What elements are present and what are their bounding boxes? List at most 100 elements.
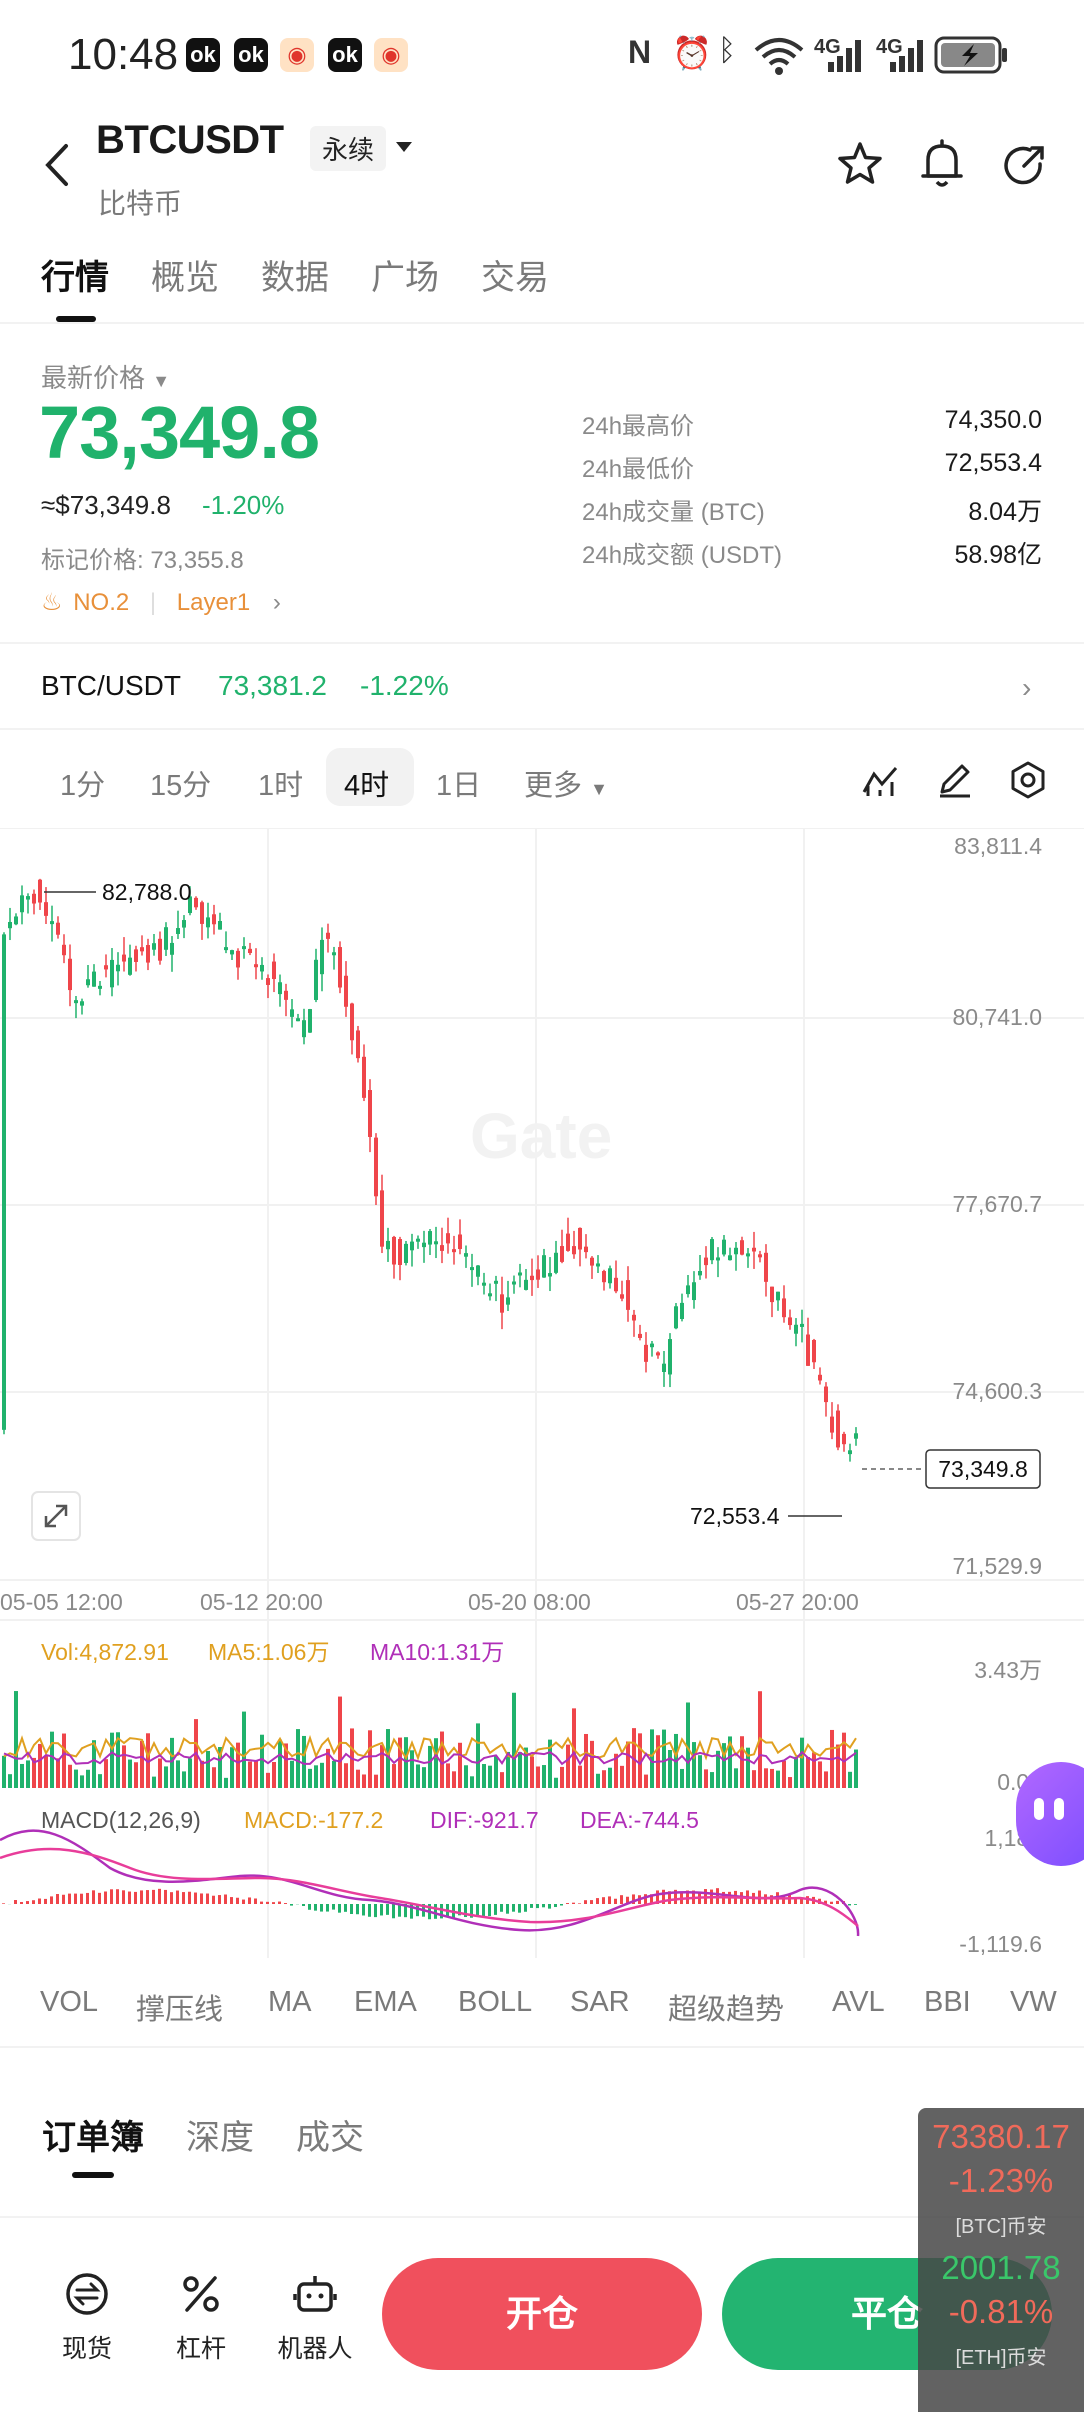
ft-btc-label: [BTC]币安 <box>955 2216 1047 2238</box>
interval-15m[interactable]: 15分 <box>150 770 212 802</box>
candle-body <box>56 922 60 935</box>
candle-body <box>620 1294 624 1299</box>
interval-more-label: 更多 <box>524 770 583 802</box>
indicator-ema[interactable]: EMA <box>354 1986 417 2018</box>
volume-bar <box>242 1711 246 1788</box>
tab-square[interactable]: 广场 <box>371 259 439 297</box>
macd-bar <box>356 1904 359 1915</box>
tab-depth[interactable]: 深度 <box>186 2119 254 2157</box>
indicator-boll[interactable]: BOLL <box>458 1986 533 2018</box>
ft-eth-label: [ETH]币安 <box>955 2347 1047 2369</box>
volume-bar <box>722 1743 726 1788</box>
usd-price: ≈$73,349.8 <box>41 490 171 520</box>
current-price-box <box>925 1449 1041 1489</box>
candle-body <box>482 1282 486 1286</box>
volume-bar <box>236 1742 240 1788</box>
alert-bell-icon[interactable] <box>918 138 966 190</box>
candle-body <box>242 946 246 950</box>
macd-bar <box>224 1894 227 1904</box>
vol-ma5-line <box>3 1734 857 1761</box>
expand-icon[interactable] <box>31 1491 81 1541</box>
tab-orderbook[interactable]: 订单簿 <box>42 2119 144 2157</box>
macd-bar <box>242 1899 245 1904</box>
candle-body <box>380 1190 384 1247</box>
candle-body <box>212 914 216 925</box>
candle-body <box>716 1257 720 1261</box>
contract-type-selector[interactable]: 永续 <box>310 126 387 171</box>
candle-body <box>50 921 54 925</box>
volume-bar <box>854 1749 858 1788</box>
interval-1d[interactable]: 1日 <box>436 770 482 802</box>
chevron-right-icon[interactable]: › <box>1022 672 1032 703</box>
indicator-support-resistance[interactable]: 撑压线 <box>136 1994 224 2026</box>
share-icon[interactable] <box>1000 142 1048 190</box>
price-label[interactable]: 最新价格 ▼ <box>41 358 170 395</box>
favorite-star-icon[interactable] <box>836 140 884 188</box>
interval-1m[interactable]: 1分 <box>60 770 106 802</box>
spot-tool-button[interactable]: 现货 <box>42 2270 132 2365</box>
candle-body <box>734 1247 738 1255</box>
tab-trade[interactable]: 交易 <box>481 259 549 297</box>
divider <box>0 728 1084 730</box>
indicator-sar[interactable]: SAR <box>570 1986 630 2018</box>
interval-4h[interactable]: 4时 <box>344 770 390 802</box>
candle-body <box>320 939 324 975</box>
macd-bar <box>614 1898 617 1904</box>
volume-bar <box>278 1739 282 1788</box>
tab-data[interactable]: 数据 <box>261 259 329 297</box>
indicator-vol[interactable]: VOL <box>40 1986 99 2018</box>
macd-bar <box>626 1896 629 1904</box>
kline-chart[interactable]: Gate 83,811.4 80,741.0 77,670.7 74,600.3… <box>0 828 1084 1958</box>
candle-body <box>326 932 330 939</box>
chart-settings-icon[interactable] <box>1008 760 1048 800</box>
macd-bar <box>500 1904 503 1912</box>
open-position-button[interactable]: 开仓 <box>382 2258 702 2370</box>
pair-title: BTCUSDT <box>96 118 284 162</box>
volume-bar <box>668 1750 672 1788</box>
volume-bar <box>488 1765 492 1788</box>
candle-body <box>740 1240 744 1255</box>
macd-bar <box>80 1893 83 1904</box>
macd-bar <box>176 1890 179 1904</box>
volume-bar <box>710 1772 714 1788</box>
indicator-avl[interactable]: AVL <box>832 1986 885 2018</box>
candle-body <box>548 1273 552 1277</box>
interval-more[interactable]: 更多 ▼ <box>524 762 608 804</box>
indicator-supertrend[interactable]: 超级趋势 <box>668 1994 785 2026</box>
volume-bar <box>8 1774 12 1788</box>
rank-row[interactable]: ♨ NO.2 | Layer1 › <box>41 588 281 617</box>
indicator-bbi[interactable]: BBI <box>924 1986 971 2018</box>
candle-body <box>218 921 222 930</box>
tab-trades[interactable]: 成交 <box>296 2119 364 2157</box>
leverage-tool-button[interactable]: 杠杆 <box>156 2270 246 2365</box>
tab-market[interactable]: 行情 <box>41 259 109 297</box>
indicator-ma[interactable]: MA <box>268 1986 312 2018</box>
ft-eth-price: 2001.78 <box>941 2249 1061 2286</box>
bot-tool-button[interactable]: 机器人 <box>270 2270 360 2365</box>
macd-bar <box>50 1896 53 1904</box>
candle-body <box>632 1314 636 1321</box>
indicator-vwap[interactable]: VW <box>1010 1986 1057 2018</box>
back-button[interactable] <box>38 140 78 190</box>
macd-bar <box>770 1895 773 1904</box>
candle-body <box>152 943 156 950</box>
candle-body <box>794 1324 798 1334</box>
volume-bar <box>386 1729 390 1788</box>
candle-body <box>284 990 288 1000</box>
volume-bar <box>200 1760 204 1788</box>
spot-pair-name[interactable]: BTC/USDT <box>41 670 181 701</box>
draw-pencil-icon[interactable] <box>934 760 974 800</box>
assistant-bot-button[interactable] <box>1016 1762 1084 1866</box>
floating-price-ticker[interactable]: 73380.17 -1.23% [BTC]币安 2001.78 -0.81% [… <box>918 2108 1084 2412</box>
caret-down-icon[interactable] <box>394 140 414 154</box>
candle-body <box>458 1234 462 1249</box>
candle-body <box>404 1243 408 1263</box>
interval-1h[interactable]: 1时 <box>258 770 304 802</box>
macd-bar <box>98 1892 101 1904</box>
candle-body <box>206 917 210 928</box>
ma10-label: MA10:1.31万 <box>370 1639 504 1665</box>
candle-body <box>608 1268 612 1284</box>
volume-bar <box>578 1765 582 1788</box>
indicator-chart-icon[interactable] <box>860 760 900 800</box>
tab-overview[interactable]: 概览 <box>151 259 219 297</box>
